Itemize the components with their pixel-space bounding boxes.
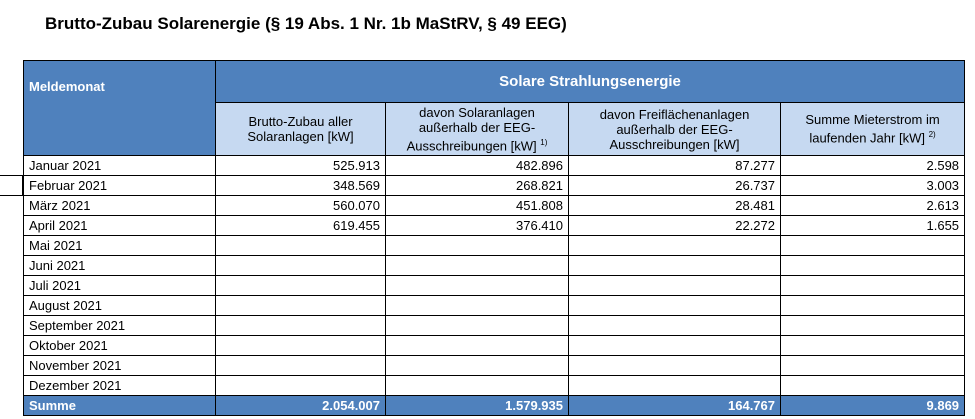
footnote-mark: 2) [928, 130, 936, 140]
month-cell: Juli 2021 [23, 275, 216, 296]
value-cell [215, 355, 386, 376]
value-cell [385, 335, 569, 356]
value-cell [779, 275, 966, 296]
value-cell [215, 375, 386, 396]
value-cell [385, 315, 569, 336]
value-cell: 560.070 [215, 195, 386, 216]
table-row: Juni 2021 [23, 255, 966, 276]
value-cell: 619.455 [215, 215, 386, 236]
column-header: Summe Mieterstrom im laufenden Jahr [kW]… [779, 102, 966, 156]
table-row: April 2021 619.455 376.410 22.272 1.655 [23, 215, 966, 236]
value-cell [215, 235, 386, 256]
total-value: 9.869 [779, 395, 966, 416]
month-cell: September 2021 [23, 315, 216, 336]
total-row: Summe 2.054.007 1.579.935 164.767 9.869 [23, 395, 966, 416]
total-value: 164.767 [568, 395, 781, 416]
table-row: Januar 2021 525.913 482.896 87.277 2.598 [23, 155, 966, 176]
value-cell [385, 235, 569, 256]
value-cell: 525.913 [215, 155, 386, 176]
month-cell: November 2021 [23, 355, 216, 376]
column-header-text: Brutto-Zubau aller Solaranlagen [kW] [247, 114, 354, 144]
value-cell [385, 255, 569, 276]
month-cell: Oktober 2021 [23, 335, 216, 356]
table-row: März 2021 560.070 451.808 28.481 2.613 [23, 195, 966, 216]
value-cell: 268.821 [385, 175, 569, 196]
value-cell [215, 315, 386, 336]
total-value: 1.579.935 [385, 395, 569, 416]
month-cell: Juni 2021 [23, 255, 216, 276]
table-row: Oktober 2021 [23, 335, 966, 356]
value-cell [215, 255, 386, 276]
value-cell [215, 335, 386, 356]
value-cell [568, 275, 781, 296]
footnote-mark: 1) [540, 137, 548, 147]
total-label: Summe [23, 395, 216, 416]
value-cell: 2.613 [779, 195, 966, 216]
value-cell: 87.277 [568, 155, 781, 176]
column-header-text: davon Solaranlagen außerhalb der EEG-Aus… [406, 104, 537, 154]
value-cell: 451.808 [385, 195, 569, 216]
value-cell [215, 275, 386, 296]
value-cell: 482.896 [385, 155, 569, 176]
edge-mark [0, 195, 23, 196]
table-row: Februar 2021 348.569 268.821 26.737 3.003 [23, 175, 966, 196]
value-cell [779, 235, 966, 256]
value-cell [568, 355, 781, 376]
value-cell [568, 375, 781, 396]
row-header: Meldemonat [23, 60, 216, 156]
column-header-text: davon Freiflächenanlagen außerhalb der E… [599, 106, 750, 152]
month-cell: August 2021 [23, 295, 216, 316]
value-cell [385, 275, 569, 296]
table-row: August 2021 [23, 295, 966, 316]
value-cell [779, 295, 966, 316]
value-cell [779, 355, 966, 376]
value-cell [385, 295, 569, 316]
value-cell [779, 315, 966, 336]
value-cell: 2.598 [779, 155, 966, 176]
table-row: November 2021 [23, 355, 966, 376]
value-cell [568, 255, 781, 276]
value-cell [568, 315, 781, 336]
month-cell: April 2021 [23, 215, 216, 236]
value-cell [779, 255, 966, 276]
table-row: Juli 2021 [23, 275, 966, 296]
month-cell: Dezember 2021 [23, 375, 216, 396]
edge-mark [22, 175, 23, 196]
table-row: Dezember 2021 [23, 375, 966, 396]
value-cell: 348.569 [215, 175, 386, 196]
value-cell: 22.272 [568, 215, 781, 236]
value-cell [568, 295, 781, 316]
value-cell: 1.655 [779, 215, 966, 236]
value-cell [385, 375, 569, 396]
column-header-text: Summe Mieterstrom im laufenden Jahr [kW] [805, 112, 940, 146]
data-table: Meldemonat Solare Strahlungsenergie Brut… [23, 60, 966, 416]
column-header: Brutto-Zubau aller Solaranlagen [kW] [215, 102, 386, 156]
edge-mark [0, 175, 23, 176]
page-title: Brutto-Zubau Solarenergie (§ 19 Abs. 1 N… [45, 14, 567, 33]
month-cell: Februar 2021 [23, 175, 216, 196]
value-cell [779, 375, 966, 396]
group-header: Solare Strahlungsenergie [214, 60, 966, 103]
value-cell: 3.003 [779, 175, 966, 196]
value-cell: 376.410 [385, 215, 569, 236]
value-cell [568, 235, 781, 256]
month-cell: Januar 2021 [23, 155, 216, 176]
month-cell: März 2021 [23, 195, 216, 216]
table-row: September 2021 [23, 315, 966, 336]
month-cell: Mai 2021 [23, 235, 216, 256]
value-cell [779, 335, 966, 356]
total-value: 2.054.007 [215, 395, 386, 416]
value-cell [568, 335, 781, 356]
value-cell: 28.481 [568, 195, 781, 216]
value-cell: 26.737 [568, 175, 781, 196]
column-header: davon Solaranlagen außerhalb der EEG-Aus… [385, 102, 569, 156]
value-cell [385, 355, 569, 376]
table-row: Mai 2021 [23, 235, 966, 256]
column-header: davon Freiflächenanlagen außerhalb der E… [568, 102, 781, 156]
value-cell [215, 295, 386, 316]
